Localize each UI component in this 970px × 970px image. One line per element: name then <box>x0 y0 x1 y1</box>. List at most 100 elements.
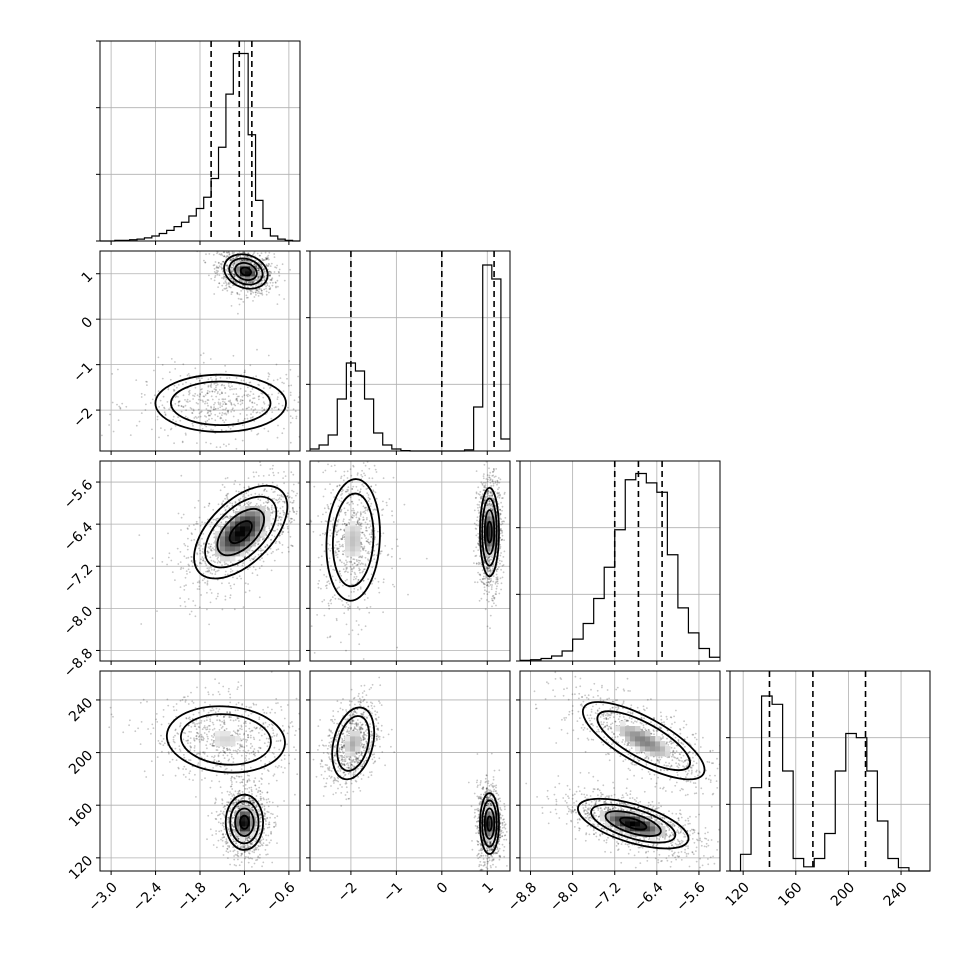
scatter-point <box>182 394 185 397</box>
scatter-point <box>226 754 229 757</box>
scatter-point <box>230 403 233 405</box>
scatter-point <box>269 539 272 541</box>
scatter-point <box>283 482 285 485</box>
scatter-point <box>279 377 282 379</box>
density-cell <box>235 536 241 542</box>
scatter-point <box>198 741 201 743</box>
scatter-point <box>191 412 194 414</box>
scatter-point <box>221 502 224 505</box>
scatter-point <box>223 523 226 526</box>
scatter-point <box>495 593 497 596</box>
scatter-point <box>327 505 330 508</box>
scatter-point <box>247 252 250 255</box>
scatter-point <box>270 506 273 509</box>
scatter-point <box>214 711 217 714</box>
scatter-point <box>486 490 489 493</box>
scatter-point <box>206 399 209 401</box>
density-cell <box>240 521 246 527</box>
scatter-point <box>322 532 324 535</box>
scatter-point <box>221 254 224 257</box>
scatter-point <box>193 739 196 742</box>
scatter-point <box>477 543 480 546</box>
scatter-point <box>284 500 286 503</box>
scatter-point <box>340 509 342 512</box>
density-cell <box>225 546 231 552</box>
scatter-point <box>228 251 231 254</box>
scatter-point <box>304 498 306 500</box>
scatter-point <box>486 593 489 596</box>
scatter-point <box>280 524 282 526</box>
scatter-point <box>304 428 306 430</box>
density-cell <box>345 531 351 537</box>
scatter-point <box>289 521 292 524</box>
scatter-point <box>250 501 252 504</box>
scatter-point <box>496 483 498 486</box>
scatter-point <box>340 545 343 547</box>
scatter-point <box>319 489 321 491</box>
scatter-point <box>257 276 260 279</box>
scatter-point <box>258 596 261 599</box>
scatter-point <box>279 507 282 510</box>
scatter-point <box>474 555 477 557</box>
scatter-point <box>361 556 363 559</box>
scatter-point <box>193 395 196 397</box>
scatter-point <box>202 751 205 754</box>
scatter-point <box>488 567 491 569</box>
scatter-point <box>489 478 492 481</box>
scatter-point <box>308 764 310 766</box>
scatter-point <box>179 586 182 588</box>
scatter-point <box>501 522 504 525</box>
scatter-point <box>249 394 251 397</box>
scatter-point <box>264 251 267 254</box>
scatter-point <box>208 567 211 569</box>
scatter-point <box>337 519 340 521</box>
scatter-point <box>295 494 297 497</box>
scatter-point <box>342 550 344 553</box>
scatter-point <box>273 253 276 255</box>
scatter-point <box>182 513 185 516</box>
scatter-point <box>366 597 369 599</box>
scatter-point <box>168 552 171 555</box>
scatter-point <box>255 291 257 294</box>
scatter-point <box>240 290 243 292</box>
scatter-point <box>252 253 254 256</box>
scatter-point <box>323 550 326 553</box>
scatter-point <box>489 558 492 561</box>
scatter-point <box>351 487 354 490</box>
scatter-point <box>212 529 215 532</box>
scatter-point <box>228 253 231 256</box>
scatter-point <box>366 487 369 490</box>
scatter-point <box>485 590 488 593</box>
scatter-point <box>305 507 307 509</box>
scatter-point <box>218 760 220 763</box>
scatter-point <box>204 686 207 689</box>
scatter-point <box>239 503 241 506</box>
scatter-point <box>204 727 207 729</box>
scatter-point <box>238 559 241 562</box>
scatter-point <box>276 436 279 439</box>
scatter-point <box>236 242 238 244</box>
scatter-point <box>275 488 277 491</box>
scatter-point <box>377 587 380 589</box>
scatter-point <box>221 564 223 567</box>
scatter-point <box>347 486 350 489</box>
density-cell <box>255 536 261 542</box>
scatter-point <box>222 408 225 411</box>
scatter-point <box>241 395 244 398</box>
density-cell <box>485 516 491 522</box>
scatter-point <box>361 547 364 550</box>
scatter-point <box>310 625 313 627</box>
scatter-point <box>207 414 210 417</box>
scatter-point <box>259 499 262 502</box>
scatter-point <box>283 729 285 732</box>
scatter-point <box>200 739 203 741</box>
scatter-point <box>479 491 482 493</box>
scatter-point <box>184 415 187 418</box>
scatter-point <box>344 442 346 444</box>
scatter-point <box>388 498 391 500</box>
scatter-point <box>222 273 225 276</box>
scatter-point <box>486 559 489 562</box>
scatter-point <box>260 289 263 292</box>
scatter-point <box>350 516 353 518</box>
scatter-point <box>226 711 229 714</box>
